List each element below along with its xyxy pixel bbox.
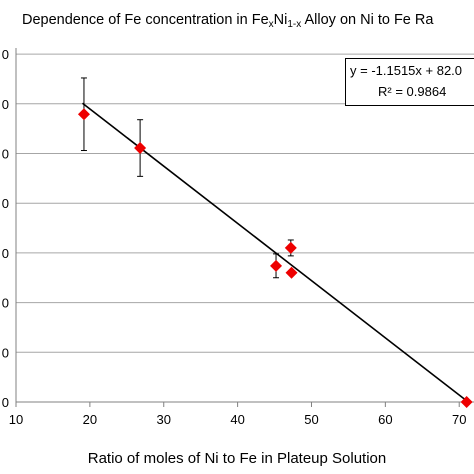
x-tick-label: 70 <box>452 412 466 427</box>
chart-title: Dependence of Fe concentration in FexNi1… <box>0 12 474 38</box>
data-point <box>134 142 147 155</box>
data-point <box>285 266 298 279</box>
y-tick-label: 0 <box>2 296 9 311</box>
data-point <box>77 108 90 121</box>
data-point <box>460 396 473 408</box>
trendline-label-box: y = -1.1515x + 82.0 R² = 0.9864 <box>345 58 474 106</box>
x-tick-label: 40 <box>230 412 244 427</box>
x-tick-label: 30 <box>157 412 171 427</box>
chart-title-text: Dependence of Fe concentration in FexNi1… <box>22 12 434 30</box>
y-tick-label: 0 <box>2 147 9 162</box>
y-tick-label: 0 <box>2 395 9 410</box>
trendline <box>81 102 468 402</box>
r-squared-label: R² = 0.9864 <box>378 84 447 99</box>
data-point <box>270 259 283 272</box>
data-point <box>284 241 297 254</box>
trendline-equation: y = -1.1515x + 82.0 <box>350 63 463 78</box>
y-tick-label: 0 <box>2 345 9 360</box>
y-tick-label: 0 <box>2 196 9 211</box>
y-tick-label: 0 <box>2 47 9 62</box>
x-tick-label: 60 <box>378 412 392 427</box>
x-axis-label: Ratio of moles of Ni to Fe in Plateup So… <box>87 450 387 467</box>
y-tick-label: 0 <box>2 97 9 112</box>
x-tick-label: 20 <box>83 412 97 427</box>
y-tick-label: 0 <box>2 246 9 261</box>
x-tick-label: 50 <box>304 412 318 427</box>
x-tick-label: 10 <box>9 412 23 427</box>
